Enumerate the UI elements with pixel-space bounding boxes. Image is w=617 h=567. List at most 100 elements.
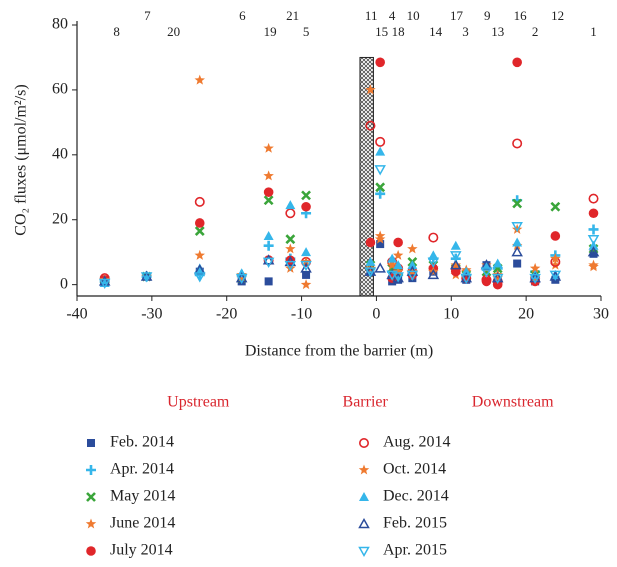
legend-label: July 2014 (110, 542, 173, 559)
data-point (386, 259, 398, 270)
station-label: 9 (484, 8, 491, 23)
legend-label: June 2014 (110, 515, 175, 532)
data-point (393, 260, 404, 270)
data-point (461, 266, 472, 276)
station-label: 18 (392, 24, 405, 39)
data-point (193, 272, 206, 283)
data-point (141, 271, 152, 281)
station-label: 16 (514, 8, 528, 23)
data-point (375, 136, 386, 147)
data-point (427, 268, 440, 280)
data-point (428, 232, 439, 243)
data-point (262, 257, 275, 268)
data-point (491, 273, 504, 285)
data-point (461, 273, 472, 283)
x-tick-label: 10 (443, 306, 459, 323)
data-point (263, 230, 274, 240)
data-point (98, 278, 111, 290)
station-label: 3 (462, 24, 469, 39)
legend-marker (86, 546, 96, 556)
region-label: Upstream (167, 394, 230, 411)
legend-label: Aug. 2014 (383, 434, 451, 451)
data-point (550, 259, 561, 270)
station-label: 19 (264, 24, 277, 39)
x-tick-label: -10 (291, 306, 312, 323)
data-point (263, 142, 274, 153)
station-label: 21 (286, 8, 299, 23)
data-point (374, 233, 386, 244)
data-point (365, 237, 376, 248)
data-point (365, 256, 376, 266)
legend-marker (86, 492, 96, 502)
x-axis-label: Distance from the barrier (m) (245, 343, 433, 360)
legend-marker (358, 517, 370, 529)
data-point (264, 277, 273, 286)
data-point (450, 259, 462, 270)
data-point (587, 234, 600, 246)
legend-label: Dec. 2014 (383, 488, 449, 505)
data-point (480, 267, 493, 278)
data-point (300, 262, 312, 273)
station-label: 1 (590, 24, 597, 39)
data-point (98, 275, 111, 286)
data-point (301, 247, 312, 257)
data-point (588, 224, 599, 235)
data-point (512, 198, 523, 209)
data-point (588, 259, 599, 270)
data-point (235, 273, 248, 285)
data-point (588, 208, 599, 219)
station-label: 13 (491, 24, 504, 39)
data-point (511, 221, 523, 233)
data-point (263, 170, 274, 181)
data-point (428, 250, 439, 260)
data-point (511, 246, 523, 257)
data-point (374, 165, 386, 176)
data-point (194, 196, 205, 207)
y-tick-label: 40 (52, 145, 68, 162)
data-point (387, 253, 398, 263)
data-point (285, 200, 296, 210)
legend-label: Apr. 2015 (383, 542, 447, 559)
data-point (263, 240, 274, 251)
data-point (375, 188, 386, 199)
data-point (194, 218, 205, 228)
data-point (550, 231, 561, 241)
station-label: 7 (144, 8, 151, 23)
legend-marker (358, 437, 369, 448)
data-point (450, 240, 461, 250)
data-point (300, 260, 312, 272)
legend-label: Apr. 2014 (110, 461, 174, 478)
data-point (263, 195, 274, 206)
data-point (194, 249, 205, 260)
legend-marker (359, 492, 369, 501)
data-point (392, 266, 404, 277)
data-point (393, 237, 403, 248)
data-point (263, 187, 274, 197)
data-point (376, 240, 385, 249)
station-label: 6 (239, 8, 246, 23)
y-tick-label: 80 (52, 16, 68, 33)
data-point (392, 249, 404, 260)
data-point (529, 273, 541, 285)
data-point (550, 253, 561, 264)
data-point (364, 267, 377, 278)
station-label: 8 (113, 24, 120, 39)
data-point (300, 279, 312, 290)
data-point (262, 254, 275, 265)
data-point (194, 74, 205, 85)
station-label: 10 (407, 8, 420, 23)
data-point (285, 208, 296, 219)
data-point (284, 260, 297, 272)
legend-marker (85, 518, 97, 529)
data-point (513, 259, 522, 268)
data-point (140, 272, 153, 283)
data-point (194, 226, 205, 237)
station-label: 17 (450, 8, 464, 23)
data-point (302, 270, 311, 279)
data-point (449, 259, 462, 270)
y-tick-label: 60 (52, 81, 68, 98)
station-label: 12 (551, 8, 564, 23)
data-point (236, 272, 247, 283)
legend-label: Feb. 2015 (383, 515, 447, 532)
data-point (406, 270, 419, 281)
